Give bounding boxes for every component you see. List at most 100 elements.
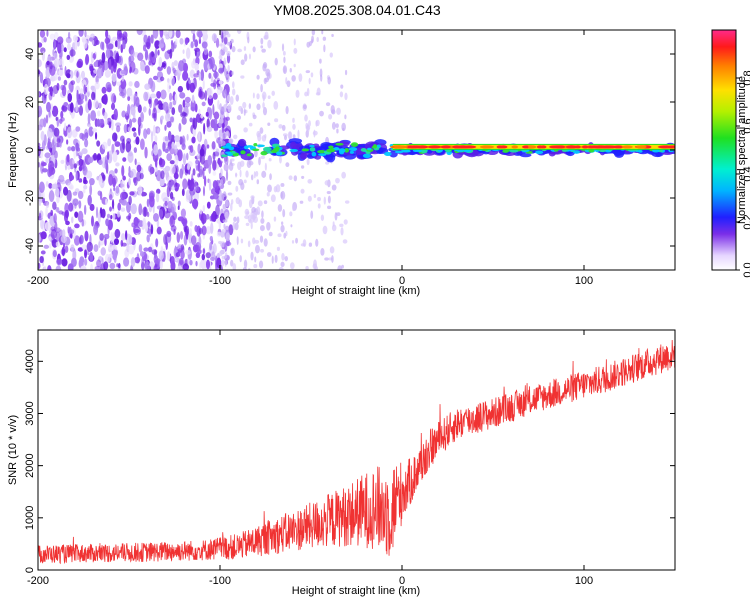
spectrogram-noise-mark bbox=[171, 107, 176, 115]
spectrogram-faint-mark bbox=[322, 225, 328, 235]
spectrogram-faint-mark bbox=[248, 122, 253, 127]
spectrogram-noise-mark bbox=[201, 101, 206, 107]
spectrogram-faint-mark bbox=[277, 204, 283, 212]
spectrogram-noise-mark bbox=[47, 128, 53, 139]
spectrogram-faint-mark bbox=[260, 45, 264, 49]
spectrogram-faint-mark bbox=[281, 221, 284, 225]
spectrogram-noise-mark bbox=[195, 159, 200, 165]
spectrogram-noise-mark bbox=[141, 190, 144, 197]
spectrogram-noise-mark bbox=[208, 72, 212, 79]
snr-frame bbox=[37, 329, 676, 571]
spectrogram-noise-mark bbox=[67, 92, 73, 103]
spectrogram-noise-mark bbox=[115, 122, 122, 127]
spectrogram-ytick-label: 40 bbox=[24, 48, 36, 60]
spectrogram-noise-mark bbox=[203, 175, 207, 187]
spectrogram-faint-mark bbox=[328, 113, 333, 120]
spectrogram-peak-mark bbox=[440, 145, 451, 149]
spectrogram-faint-mark bbox=[250, 174, 254, 181]
spectrogram-faint-mark bbox=[282, 65, 288, 75]
spectrogram-noise-mark bbox=[175, 30, 181, 39]
spectrogram-faint-mark bbox=[337, 265, 343, 270]
spectrogram-noise-mark bbox=[192, 168, 196, 176]
spectrogram-noise-mark bbox=[127, 95, 131, 102]
spectrogram-noise-mark bbox=[53, 213, 57, 224]
spectrogram-noise-mark bbox=[56, 258, 63, 266]
spectrogram-faint-mark bbox=[260, 155, 266, 160]
spectrogram-noise-mark bbox=[48, 243, 52, 249]
spectrogram-faint-mark bbox=[235, 185, 239, 192]
spectrogram-faint-mark bbox=[335, 177, 340, 184]
spectrogram-noise-mark bbox=[211, 251, 216, 262]
spectrogram-noise-mark bbox=[154, 157, 158, 168]
spectrogram-noise-mark bbox=[72, 249, 77, 261]
spectrogram-noise-mark bbox=[128, 166, 131, 175]
spectrogram-faint-mark bbox=[223, 223, 226, 230]
figure-title: YM08.2025.308.04.01.C43 bbox=[273, 2, 441, 18]
spectrogram-faint-mark bbox=[234, 222, 239, 231]
spectrogram-xlabel: Height of straight line (km) bbox=[292, 285, 420, 297]
spectrogram-noise-mark bbox=[191, 136, 196, 144]
spectrogram-noise-mark bbox=[158, 39, 165, 49]
spectrogram-noise-mark bbox=[209, 241, 213, 251]
spectrogram-faint-mark bbox=[271, 90, 275, 96]
spectrogram-faint-mark bbox=[313, 193, 317, 198]
spectrogram-noise-mark bbox=[52, 201, 57, 210]
spectrogram-noise-mark bbox=[48, 182, 53, 189]
spectrogram-faint-mark bbox=[236, 30, 242, 35]
spectrogram-noise-mark bbox=[188, 79, 191, 85]
spectrogram-noise-mark bbox=[75, 85, 80, 93]
spectrogram-core-mark bbox=[509, 149, 519, 153]
spectrogram-faint-mark bbox=[236, 216, 240, 224]
spectrogram-faint-mark bbox=[307, 179, 313, 184]
spectrogram-noise-mark bbox=[159, 177, 165, 187]
spectrogram-faint-mark bbox=[219, 250, 223, 257]
spectrogram-noise-mark bbox=[206, 201, 211, 209]
spectrogram-noise-mark bbox=[150, 80, 156, 93]
spectrogram-noise-mark bbox=[205, 213, 210, 220]
spectrogram-noise-mark bbox=[67, 226, 70, 234]
spectrogram-core-mark bbox=[228, 146, 235, 151]
spectrogram-noise-mark bbox=[122, 175, 126, 181]
spectrogram-faint-mark bbox=[243, 46, 247, 51]
spectrogram-noise-mark bbox=[166, 153, 172, 162]
spectrogram-noise-mark bbox=[212, 79, 217, 90]
spectrogram-noise-mark bbox=[198, 130, 201, 143]
spectrogram-faint-mark bbox=[230, 158, 235, 162]
spectrogram-noise-mark bbox=[88, 126, 94, 137]
spectrogram-noise-mark bbox=[68, 82, 73, 91]
spectrogram-faint-mark bbox=[283, 56, 286, 64]
spectrogram-noise-mark bbox=[198, 235, 202, 247]
spectrogram-noise-mark bbox=[181, 143, 186, 151]
spectrogram-noise-mark bbox=[90, 110, 97, 122]
spectrogram-noise-mark bbox=[205, 226, 212, 235]
spectrogram-noise-mark bbox=[194, 103, 198, 113]
spectrogram-noise-mark bbox=[113, 108, 118, 121]
spectrogram-noise-mark bbox=[102, 174, 106, 181]
spectrogram-core-mark bbox=[367, 147, 372, 151]
spectrogram-noise-mark bbox=[162, 31, 169, 36]
spectrogram-noise-mark bbox=[70, 145, 76, 152]
spectrogram-noise-mark bbox=[159, 76, 165, 82]
spectrogram-noise-mark bbox=[73, 235, 80, 246]
spectrogram-noise-mark bbox=[177, 205, 180, 211]
spectrogram-noise-mark bbox=[142, 206, 148, 218]
spectrogram-noise-mark bbox=[198, 108, 201, 115]
spectrogram-faint-mark bbox=[259, 224, 265, 232]
spectrogram-noise-mark bbox=[187, 163, 191, 171]
spectrogram-noise-mark bbox=[96, 259, 102, 268]
spectrogram-noise-mark bbox=[52, 249, 57, 258]
spectrogram-faint-mark bbox=[218, 43, 223, 47]
snr-ytick-label: 0 bbox=[24, 567, 36, 573]
spectrogram-band-mark bbox=[325, 153, 336, 163]
spectrogram-noise-mark bbox=[131, 117, 137, 123]
spectrogram-noise-mark bbox=[74, 39, 78, 51]
spectrogram-noise-mark bbox=[89, 184, 93, 196]
spectrogram-noise-mark bbox=[143, 247, 149, 252]
spectrogram-noise-mark bbox=[86, 241, 93, 253]
spectrogram-noise-mark bbox=[144, 49, 149, 61]
spectrogram-noise-mark bbox=[66, 73, 71, 78]
spectrogram-noise-mark bbox=[191, 94, 195, 103]
spectrogram-faint-mark bbox=[259, 235, 264, 243]
spectrogram-noise-mark bbox=[155, 238, 159, 248]
